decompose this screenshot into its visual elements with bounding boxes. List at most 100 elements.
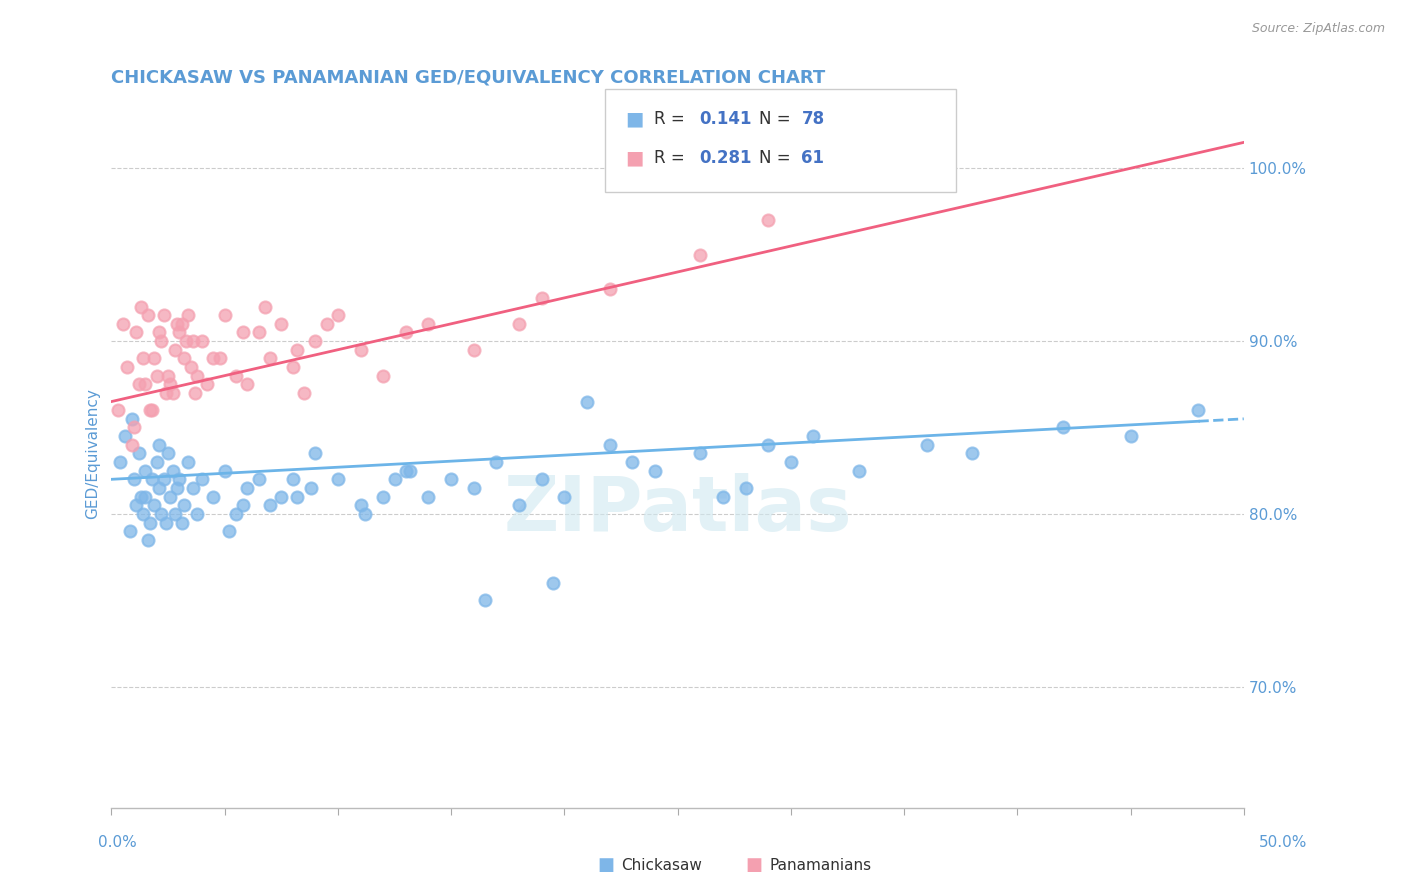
Point (117, 359, 139, 374)
Point (157, 446, 180, 460)
Point (152, 308, 174, 322)
Point (711, 490, 734, 504)
Point (285, 343, 308, 357)
Text: ■: ■ (626, 109, 644, 128)
Point (734, 481, 756, 495)
Point (170, 317, 193, 331)
Point (134, 377, 156, 392)
Point (166, 481, 188, 495)
Text: 61: 61 (801, 149, 824, 167)
Text: R =: R = (654, 110, 690, 128)
Point (173, 498, 195, 512)
Point (395, 326, 418, 340)
Point (644, 464, 666, 478)
Point (225, 368, 247, 383)
Point (254, 300, 277, 314)
Point (960, 446, 983, 460)
Point (145, 455, 167, 469)
Point (315, 317, 337, 331)
Point (247, 326, 270, 340)
Point (111, 317, 134, 331)
Point (418, 317, 440, 331)
Point (225, 507, 247, 521)
Point (399, 464, 422, 478)
Point (236, 481, 259, 495)
Point (136, 533, 159, 547)
Point (354, 507, 377, 521)
Point (134, 464, 156, 478)
Point (485, 455, 508, 469)
Point (1119, 429, 1142, 443)
Point (186, 368, 208, 383)
Point (159, 377, 181, 392)
Point (157, 368, 180, 383)
Point (599, 282, 621, 296)
Point (169, 326, 191, 340)
Point (304, 334, 326, 348)
Text: 50.0%: 50.0% (1260, 836, 1308, 850)
Point (202, 351, 225, 366)
Point (118, 524, 141, 538)
Point (129, 300, 152, 314)
Point (304, 446, 326, 460)
Point (163, 507, 186, 521)
Point (553, 490, 575, 504)
Text: ZIPatlas: ZIPatlas (503, 473, 852, 547)
Point (141, 472, 163, 486)
Point (169, 472, 191, 486)
Point (326, 472, 349, 486)
Point (128, 377, 150, 392)
Point (121, 438, 143, 452)
Point (150, 507, 173, 521)
Point (150, 334, 173, 348)
Point (689, 248, 711, 262)
Point (576, 394, 599, 409)
Point (143, 351, 166, 366)
Point (110, 455, 132, 469)
Point (128, 446, 150, 460)
Point (191, 334, 214, 348)
Point (270, 490, 292, 504)
Point (508, 317, 530, 331)
Point (173, 351, 195, 366)
Text: 78: 78 (801, 110, 824, 128)
Point (191, 472, 214, 486)
Point (689, 446, 711, 460)
Point (1052, 420, 1074, 434)
Point (463, 343, 485, 357)
Point (349, 498, 371, 512)
Text: 0.0%: 0.0% (98, 836, 138, 850)
Point (621, 455, 644, 469)
Point (530, 291, 553, 305)
Point (349, 343, 371, 357)
Point (508, 498, 530, 512)
Point (1187, 403, 1209, 417)
Text: N =: N = (759, 110, 796, 128)
Point (139, 516, 162, 530)
Point (202, 490, 225, 504)
Point (136, 308, 159, 322)
Point (756, 438, 779, 452)
Text: 0.141: 0.141 (699, 110, 751, 128)
Text: R =: R = (654, 149, 690, 167)
Point (132, 507, 155, 521)
Point (292, 385, 315, 400)
Point (236, 377, 259, 392)
Point (915, 438, 938, 452)
Point (177, 308, 200, 322)
Text: Source: ZipAtlas.com: Source: ZipAtlas.com (1251, 22, 1385, 36)
Point (463, 481, 485, 495)
Text: 0.281: 0.281 (699, 149, 751, 167)
Point (143, 498, 166, 512)
Point (247, 472, 270, 486)
Point (125, 326, 148, 340)
Point (848, 464, 870, 478)
Point (152, 472, 174, 486)
Point (418, 490, 440, 504)
Point (281, 359, 304, 374)
Point (209, 351, 232, 366)
Point (384, 472, 406, 486)
Point (155, 385, 177, 400)
Text: CHICKASAW VS PANAMANIAN GED/EQUIVALENCY CORRELATION CHART: CHICKASAW VS PANAMANIAN GED/EQUIVALENCY … (111, 69, 825, 87)
Point (299, 481, 322, 495)
